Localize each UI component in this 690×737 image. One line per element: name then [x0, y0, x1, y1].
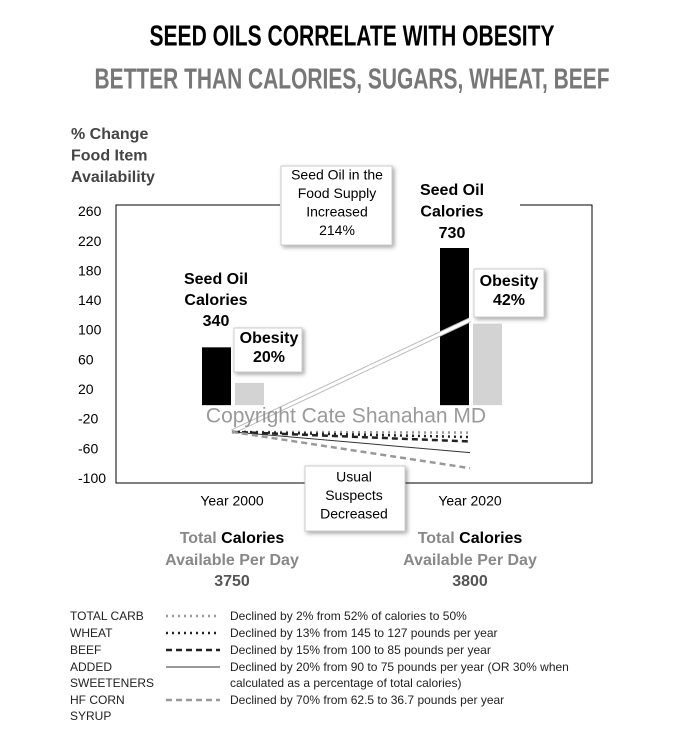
legend-swatch-cell: [166, 659, 230, 691]
chart-title: SEED OILS CORRELATE WITH OBESITY: [150, 21, 555, 53]
annotation: Food Supply: [298, 185, 377, 201]
annotation-box: [304, 465, 406, 532]
y-tick-label: 180: [78, 262, 102, 278]
legend-swatch-cell: [166, 608, 230, 624]
annotation: Decreased: [320, 506, 388, 522]
chart: SEED OILS CORRELATE WITH OBESITY BETTER …: [71, 21, 610, 591]
footer-heading: Total Calories: [418, 530, 523, 547]
y-axis-label: Food Item: [71, 148, 147, 165]
annotation: Obesity: [480, 273, 539, 290]
legend-label: ADDED SWEETENERS: [70, 660, 155, 690]
annotation: Calories: [184, 292, 247, 309]
legend-swatch: [166, 698, 220, 702]
footer-total: Total: [180, 530, 217, 547]
frame-gap: [280, 200, 520, 210]
legend-description: Declined by 2% from 52% of calories to 5…: [230, 609, 467, 623]
legend-label: BEEF: [70, 643, 102, 657]
y-tick-label: 20: [78, 381, 94, 397]
footer-calories: Calories: [221, 530, 284, 547]
legend-description: Declined by 20% from 90 to 75 pounds per…: [230, 660, 569, 690]
legend-swatch: [166, 666, 220, 668]
legend-label: HF CORN SYRUP: [70, 693, 125, 723]
x-tick-label: Year 2000: [200, 493, 264, 509]
y-tick-label: -20: [78, 411, 98, 427]
footer-value: 3750: [214, 573, 250, 590]
y-axis-label: Availability: [71, 169, 155, 186]
legend-swatch-cell: [166, 625, 230, 641]
chart-subtitle: BETTER THAN CALORIES, SUGARS, WHEAT, BEE…: [95, 64, 610, 96]
legend-swatch: [166, 614, 220, 618]
annotation: 42%: [493, 292, 525, 309]
y-axis-label: % Change: [71, 126, 148, 143]
annotation: Seed Oil: [420, 182, 484, 199]
legend-swatch-cell: [166, 692, 230, 724]
line: [231, 430, 471, 439]
footer-line: Available Per Day: [165, 552, 299, 569]
legend-description: Declined by 15% from 100 to 85 pounds pe…: [230, 643, 491, 657]
annotation-box: [280, 165, 393, 246]
plot-frame: [115, 204, 593, 484]
y-tick-label: -100: [78, 470, 106, 486]
bar: [235, 382, 264, 406]
annotation: 214%: [319, 222, 355, 238]
legend-description: Declined by 70% from 62.5 to 36.7 pounds…: [230, 693, 505, 707]
annotation: 730: [439, 225, 466, 242]
bar: [473, 323, 502, 406]
y-tick-label: -60: [78, 440, 98, 456]
line: [231, 430, 471, 443]
footer-calories: Calories: [459, 530, 522, 547]
legend-swatch: [166, 631, 220, 635]
footer-line: Available Per Day: [403, 552, 537, 569]
legend-label: TOTAL CARB: [70, 609, 144, 623]
line: [231, 430, 471, 434]
annotation: Seed Oil in the: [291, 167, 383, 183]
y-tick-label: 100: [78, 322, 102, 338]
annotation: 340: [203, 313, 230, 330]
annotation: Usual: [336, 469, 372, 485]
legend: TOTAL CARB Declined by 2% from 52% of cal…: [70, 608, 600, 724]
line: [231, 430, 471, 470]
annotation-box: [233, 327, 303, 373]
legend-swatch-cell: [166, 642, 230, 658]
legend-description: Declined by 13% from 145 to 127 pounds p…: [230, 626, 498, 640]
line: [231, 318, 471, 434]
legend-label: WHEAT: [70, 626, 113, 640]
footer-total: Total: [418, 530, 455, 547]
annotation: 20%: [253, 349, 285, 366]
y-tick-label: 60: [78, 351, 94, 367]
footer-heading: Total Calories: [180, 530, 285, 547]
annotation: Obesity: [240, 330, 299, 347]
footer-value: 3800: [452, 573, 488, 590]
annotation: Suspects: [325, 487, 383, 503]
watermark: Copyright Cate Shanahan MD: [206, 405, 486, 428]
annotation-box: [473, 268, 545, 318]
legend-swatch: [166, 648, 220, 652]
bar: [202, 347, 231, 406]
x-tick-label: Year 2020: [438, 493, 502, 509]
line: [231, 431, 471, 454]
y-tick-label: 260: [78, 203, 102, 219]
y-tick-label: 140: [78, 292, 102, 308]
annotation: Seed Oil: [184, 271, 248, 288]
annotation: Calories: [420, 204, 483, 221]
y-tick-label: 220: [78, 233, 102, 249]
annotation: Increased: [306, 204, 367, 220]
